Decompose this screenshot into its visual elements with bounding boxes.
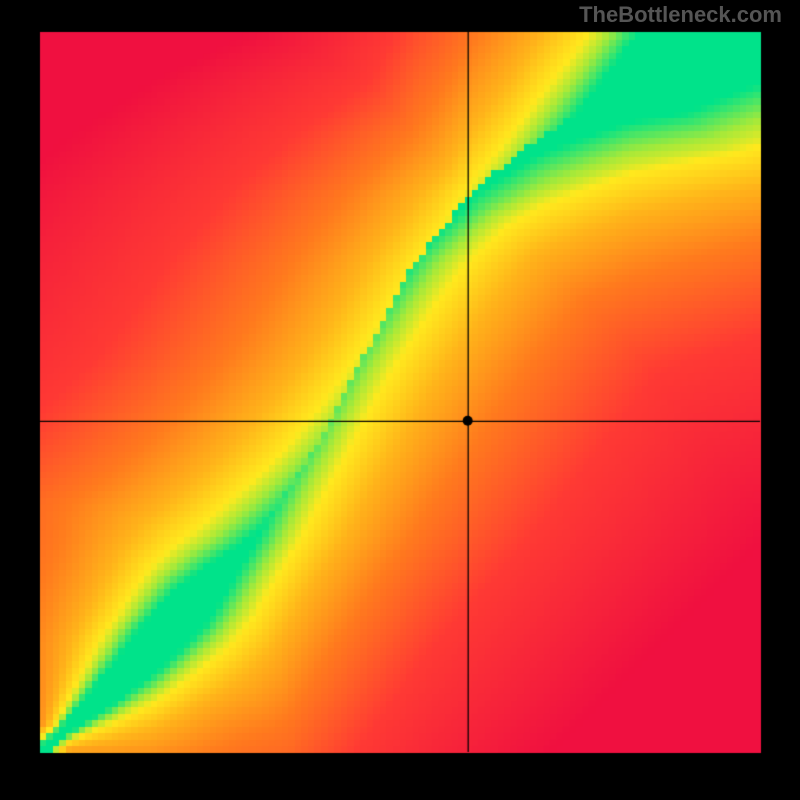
chart-container: TheBottleneck.com [0, 0, 800, 800]
heatmap-canvas [0, 0, 800, 800]
watermark-text: TheBottleneck.com [579, 2, 782, 28]
